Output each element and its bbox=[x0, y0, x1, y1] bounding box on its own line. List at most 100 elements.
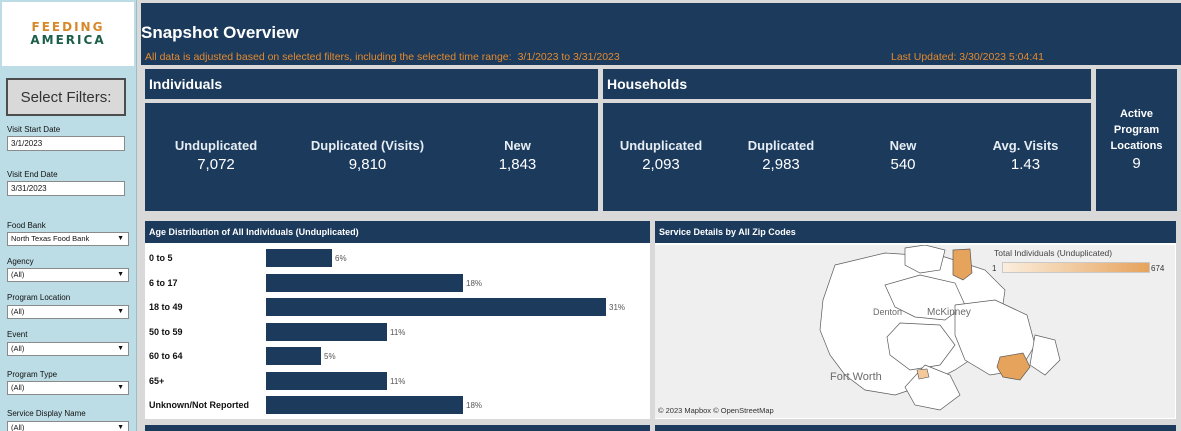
program-location-value: (All) bbox=[11, 307, 25, 316]
zip-region[interactable] bbox=[904, 245, 946, 274]
kpi-value: 540 bbox=[890, 156, 916, 173]
age-category-label: 18 to 49 bbox=[149, 302, 183, 312]
visit-start-label: Visit Start Date bbox=[7, 125, 61, 134]
visit-start-input[interactable]: 3/1/2023 bbox=[7, 136, 125, 151]
individuals-new-kpi: New 1,843 bbox=[475, 138, 560, 173]
kpi-label: Unduplicated bbox=[174, 138, 258, 153]
households-duplicated-kpi: Duplicated 2,983 bbox=[735, 138, 827, 173]
age-category-label: 50 to 59 bbox=[149, 326, 183, 337]
age-category-label: 0 to 5 bbox=[149, 253, 173, 263]
age-bar-value-label: 5% bbox=[324, 352, 336, 361]
program-type-label: Program Type bbox=[7, 370, 58, 379]
agency-label: Agency bbox=[7, 257, 34, 266]
filter-sidebar: FEEDING AMERICA Select Filters: Visit St… bbox=[0, 0, 137, 431]
age-bar-value-label: 18% bbox=[466, 278, 483, 288]
map-city-label: McKinney bbox=[927, 307, 971, 318]
active-locations-label: Active Program Locations bbox=[1096, 106, 1177, 154]
households-kpi-panel: Unduplicated 2,093 Duplicated 2,983 New … bbox=[603, 103, 1091, 211]
chevron-down-icon: ▼ bbox=[117, 308, 124, 315]
event-select[interactable]: (All) ▼ bbox=[7, 342, 129, 356]
households-new-kpi: New 540 bbox=[863, 138, 943, 173]
service-display-value: (All) bbox=[11, 423, 25, 431]
map-legend-title: Total Individuals (Unduplicated) bbox=[994, 248, 1113, 258]
zip-code-map[interactable]: Fort Worth McKinney Denton Total Individ… bbox=[655, 245, 1175, 418]
dashboard-header: Snapshot Overview All data is adjusted b… bbox=[141, 3, 1181, 65]
event-value: (All) bbox=[11, 344, 25, 353]
kpi-label: Unduplicated bbox=[619, 138, 703, 153]
food-bank-value: North Texas Food Bank bbox=[11, 234, 90, 243]
age-bar[interactable] bbox=[266, 347, 321, 365]
chevron-down-icon: ▼ bbox=[117, 424, 124, 431]
map-shapes bbox=[819, 245, 1061, 411]
map-attribution[interactable]: © 2023 Mapbox © OpenStreetMap bbox=[658, 406, 774, 415]
kpi-value: 7,072 bbox=[197, 156, 235, 173]
zip-map-panel: Service Details by All Zip Codes Fort Wo… bbox=[655, 221, 1176, 419]
active-locations-value: 9 bbox=[1132, 155, 1141, 172]
food-bank-select[interactable]: North Texas Food Bank ▼ bbox=[7, 232, 129, 246]
map-city-label: Denton bbox=[873, 307, 903, 317]
households-avg-visits-kpi: Avg. Visits 1.43 bbox=[978, 138, 1073, 173]
individuals-title: Individuals bbox=[149, 76, 223, 92]
visit-end-label: Visit End Date bbox=[7, 170, 58, 179]
map-title: Service Details by All Zip Codes bbox=[655, 221, 1176, 243]
map-legend-min: 1 bbox=[992, 264, 997, 273]
individuals-duplicated-kpi: Duplicated (Visits) 9,810 bbox=[295, 138, 440, 173]
chevron-down-icon: ▼ bbox=[117, 384, 124, 391]
logo-text-line1: FEEDING bbox=[31, 20, 105, 34]
age-bar-value-label: 11% bbox=[390, 376, 406, 386]
age-bar[interactable] bbox=[266, 298, 606, 316]
program-location-select[interactable]: (All) ▼ bbox=[7, 305, 129, 319]
event-label: Event bbox=[7, 330, 28, 339]
age-bar-value-label: 18% bbox=[466, 401, 483, 410]
filter-note: All data is adjusted based on selected f… bbox=[145, 51, 620, 63]
map-legend-max: 674 bbox=[1151, 264, 1165, 273]
age-chart-title: Age Distribution of All Individuals (Und… bbox=[145, 221, 650, 243]
label-line: Locations bbox=[1110, 140, 1163, 152]
kpi-value: 1,843 bbox=[498, 156, 537, 173]
zip-region[interactable] bbox=[1029, 334, 1061, 376]
chevron-down-icon: ▼ bbox=[117, 345, 124, 352]
service-display-label: Service Display Name bbox=[7, 409, 86, 418]
page-title: Snapshot Overview bbox=[141, 23, 299, 42]
households-unduplicated-kpi: Unduplicated 2,093 bbox=[611, 138, 711, 173]
kpi-label: Duplicated bbox=[747, 138, 815, 153]
age-bar[interactable] bbox=[266, 322, 387, 341]
kpi-value: 2,093 bbox=[642, 156, 680, 173]
program-type-value: (All) bbox=[11, 383, 25, 392]
filter-note-text: All data is adjusted based on selected f… bbox=[145, 51, 512, 63]
zip-region-high[interactable] bbox=[996, 352, 1031, 381]
agency-select[interactable]: (All) ▼ bbox=[7, 268, 129, 282]
map-city-label: Fort Worth bbox=[830, 371, 882, 383]
visit-end-input[interactable]: 3/31/2023 bbox=[7, 181, 125, 196]
kpi-value: 9,810 bbox=[348, 156, 387, 173]
label-line: Active bbox=[1119, 108, 1154, 120]
chevron-down-icon: ▼ bbox=[117, 271, 124, 278]
households-title: Households bbox=[607, 76, 688, 92]
next-panel-header bbox=[655, 425, 1176, 431]
select-filters-button[interactable]: Select Filters: bbox=[6, 78, 126, 116]
kpi-value: 2,983 bbox=[762, 156, 800, 173]
zip-region-high[interactable] bbox=[952, 248, 973, 281]
age-bar-value-label: 6% bbox=[335, 254, 347, 263]
kpi-label: New bbox=[889, 138, 917, 153]
individuals-unduplicated-kpi: Unduplicated 7,072 bbox=[157, 138, 275, 173]
kpi-label: Duplicated (Visits) bbox=[310, 138, 425, 153]
kpi-value: 1.43 bbox=[1010, 156, 1041, 173]
age-category-label: Unknown/Not Reported bbox=[149, 400, 249, 410]
individuals-kpi-panel: Unduplicated 7,072 Duplicated (Visits) 9… bbox=[145, 103, 598, 211]
age-bar[interactable] bbox=[266, 371, 387, 390]
last-updated: Last Updated: 3/30/2023 5:04:41 bbox=[891, 51, 1044, 63]
active-locations-panel: Active Program Locations 9 bbox=[1096, 69, 1177, 211]
zip-region-mid[interactable] bbox=[916, 368, 930, 380]
age-bar[interactable] bbox=[266, 273, 463, 292]
program-type-select[interactable]: (All) ▼ bbox=[7, 381, 129, 395]
age-bar[interactable] bbox=[266, 249, 332, 267]
households-title-panel: Households bbox=[603, 69, 1091, 99]
age-distribution-chart: Age Distribution of All Individuals (Und… bbox=[145, 221, 650, 419]
age-bar[interactable] bbox=[266, 396, 463, 414]
feeding-america-logo: FEEDING AMERICA bbox=[2, 2, 134, 66]
label-line: Program bbox=[1113, 124, 1160, 136]
agency-value: (All) bbox=[11, 270, 25, 279]
food-bank-label: Food Bank bbox=[7, 221, 46, 230]
service-display-select[interactable]: (All) ▼ bbox=[7, 421, 129, 431]
